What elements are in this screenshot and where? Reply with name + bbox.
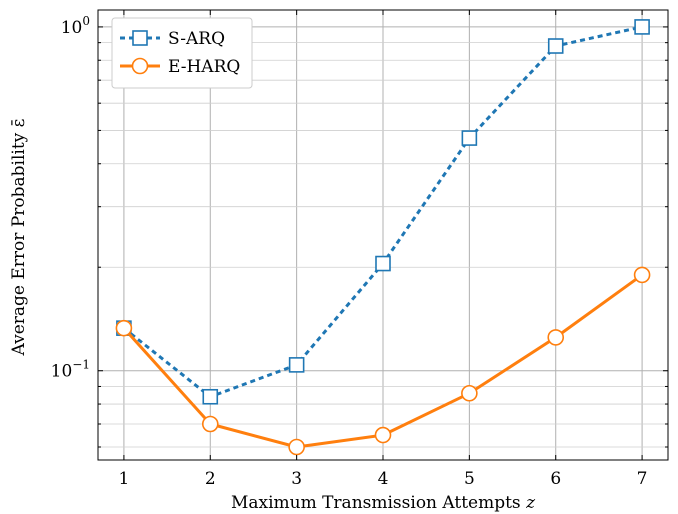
data-point [288,357,305,373]
data-point [633,266,651,284]
data-point [634,19,650,35]
data-point [461,384,478,402]
x-tick-label: 2 [205,469,216,489]
data-point [288,438,305,456]
series-e-harq [115,266,651,456]
x-tick-label: 5 [464,469,475,489]
x-tick-label: 4 [378,469,389,489]
y-tick-label: 100 [61,14,90,38]
x-tick-label: 6 [550,469,561,489]
x-axis-label: Maximum Transmission Attempts z [231,493,536,513]
data-point [375,255,391,272]
data-point [202,388,219,405]
data-point [461,130,478,146]
grid [98,10,668,460]
legend-label-s-arq: S-ARQ [168,29,225,49]
x-tick-label: 7 [637,469,648,489]
data-point [547,329,565,346]
x-tick-label: 3 [291,469,302,489]
y-tick-label: 10−1 [51,358,90,382]
data-point [115,319,133,337]
y-axis-label: Average Error Probability ε̄ [9,118,29,356]
legend-label-e-harq: E-HARQ [168,57,240,77]
legend: S-ARQ E-HARQ [111,17,253,89]
legend-marker-s-arq [132,30,148,46]
data-point [374,426,392,444]
x-tick-label: 1 [118,469,129,489]
data-point [547,38,564,54]
legend-marker-e-harq [131,57,149,75]
ticks: 1 2 3 4 5 6 7 10−1 100 [51,10,668,489]
series-layer [115,19,651,456]
data-point [201,415,219,433]
